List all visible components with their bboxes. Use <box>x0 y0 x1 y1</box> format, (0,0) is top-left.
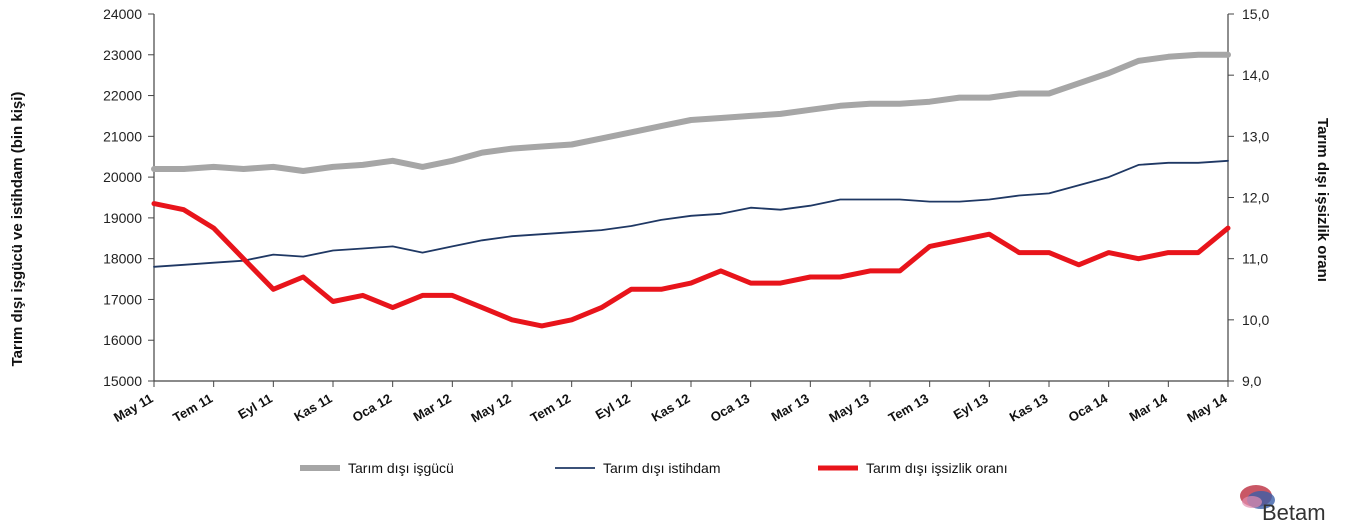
logo-text: Betam <box>1262 500 1326 525</box>
right-tick-label: 13,0 <box>1242 128 1269 144</box>
series-line-3 <box>151 201 1231 329</box>
left-tick-label: 18000 <box>103 251 142 267</box>
left-tick-label: 24000 <box>103 6 142 22</box>
x-tick-label: May 12 <box>468 391 513 426</box>
right-tick-label: 15,0 <box>1242 6 1269 22</box>
left-tick-label: 21000 <box>103 128 142 144</box>
x-tick-label: May 13 <box>826 391 871 426</box>
right-tick-label: 14,0 <box>1242 67 1269 83</box>
x-tick-label: Mar 12 <box>411 391 454 425</box>
x-tick-label: Eyl 13 <box>951 391 991 423</box>
left-tick-label: 20000 <box>103 169 142 185</box>
legend: Tarım dışı işgücü Tarım dışı istihdam Tarı… <box>300 460 1008 476</box>
legend-label-2: Tarım dışı istihdam <box>603 460 720 476</box>
x-tick-label: Tem 12 <box>528 391 573 426</box>
right-tick-label: 9,0 <box>1242 373 1262 389</box>
plot-lines <box>151 51 1231 329</box>
right-tick-label: 12,0 <box>1242 190 1269 206</box>
x-tick-label: Eyl 12 <box>593 391 633 423</box>
right-axis-title: Tarım dışı işsizlik oranı <box>1314 118 1331 282</box>
series-line-1 <box>151 51 1231 174</box>
left-axis-title: Tarım dışı işgücü ve istihdam (bin kişi) <box>9 92 26 367</box>
legend-label-3: Tarım dışı işsizlik oranı <box>866 460 1008 476</box>
betam-logo <box>1240 485 1275 509</box>
x-tick-label: Oca 14 <box>1066 390 1111 425</box>
left-tick-label: 16000 <box>103 332 142 348</box>
x-tick-label: Kas 11 <box>291 391 334 425</box>
x-tick-label: Mar 13 <box>769 391 812 425</box>
x-tick-label: May 11 <box>111 391 155 425</box>
x-axis: May 11 Tem 11 Eyl 11 Kas 11 Oca 12 Mar 12 May … <box>111 380 1230 426</box>
left-tick-label: 19000 <box>103 210 142 226</box>
right-y-axis: 9,0 10,0 11,0 12,0 13,0 14,0 15,0 <box>1227 6 1269 389</box>
x-tick-label: May 14 <box>1184 390 1230 425</box>
left-tick-label: 15000 <box>103 373 142 389</box>
series-line-2 <box>153 159 1229 268</box>
x-tick-label: Oca 13 <box>708 391 752 425</box>
x-tick-label: Mar 14 <box>1127 390 1171 424</box>
right-tick-label: 11,0 <box>1242 251 1268 267</box>
left-tick-label: 22000 <box>103 88 142 104</box>
x-tick-label: Oca 12 <box>350 391 394 425</box>
left-y-axis: 15000 16000 17000 18000 19000 20000 21000 22000… <box>103 6 155 389</box>
left-tick-label: 23000 <box>103 47 142 63</box>
legend-label-1: Tarım dışı işgücü <box>348 460 454 476</box>
x-tick-label: Eyl 11 <box>235 391 274 422</box>
x-tick-label: Kas 13 <box>1007 391 1051 425</box>
right-tick-label: 10,0 <box>1242 312 1269 328</box>
x-tick-label: Kas 12 <box>649 391 693 425</box>
x-tick-label: Tem 11 <box>170 391 215 426</box>
left-tick-label: 17000 <box>103 291 142 307</box>
x-tick-label: Tem 13 <box>886 391 931 426</box>
